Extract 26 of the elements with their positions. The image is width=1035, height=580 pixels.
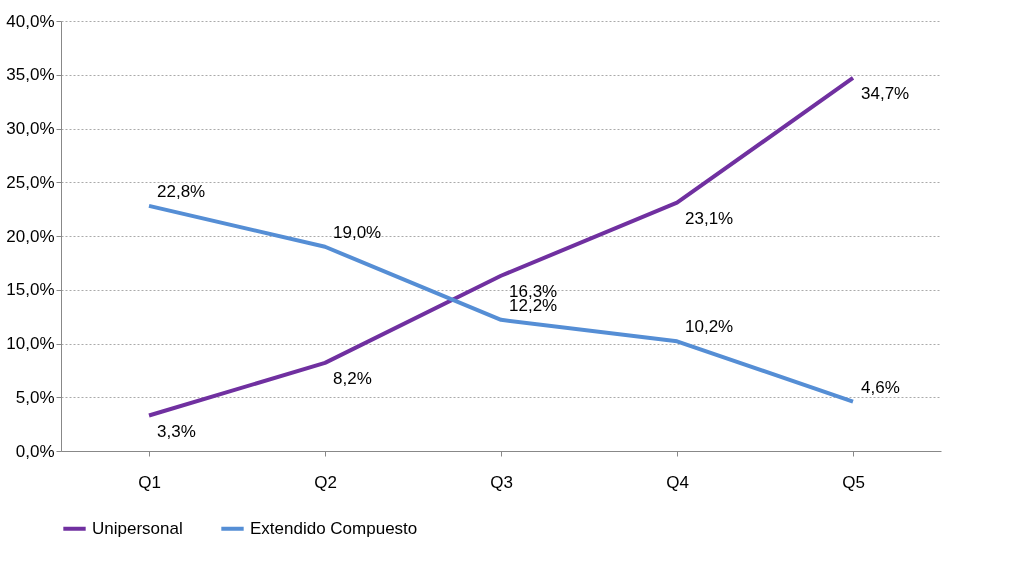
y-tick-label: 40,0% xyxy=(6,11,55,31)
y-tick-label: 5,0% xyxy=(15,387,55,407)
line-series xyxy=(147,75,855,418)
line-series xyxy=(147,203,855,404)
data-label: 4,6% xyxy=(861,377,900,397)
y-tick-label: 30,0% xyxy=(6,119,55,138)
y-tick-label: 0,0% xyxy=(15,441,55,461)
data-label: 22,8% xyxy=(157,181,206,201)
x-tick-label: Q5 xyxy=(842,472,865,492)
data-label: 10,2% xyxy=(685,317,734,337)
y-tick-label: 15,0% xyxy=(6,280,55,300)
x-tick-label: Q1 xyxy=(138,472,161,492)
y-tick-label: 20,0% xyxy=(6,226,55,246)
data-label: 23,1% xyxy=(685,208,734,228)
x-tick-label: Q2 xyxy=(314,472,337,492)
data-label: 3,3% xyxy=(157,421,196,441)
y-tick-label: 25,0% xyxy=(6,172,55,192)
data-label: 8,2% xyxy=(333,368,372,388)
y-tick-label: 10,0% xyxy=(6,334,55,353)
legend-label: Extendido Compuesto xyxy=(250,518,418,538)
data-label: 34,7% xyxy=(861,83,910,103)
y-tick-label: 35,0% xyxy=(6,65,55,85)
legend-label: Unipersonal xyxy=(92,518,183,538)
data-label: 19,0% xyxy=(333,222,382,242)
x-tick-label: Q3 xyxy=(490,472,513,492)
x-tick-label: Q4 xyxy=(666,472,689,492)
